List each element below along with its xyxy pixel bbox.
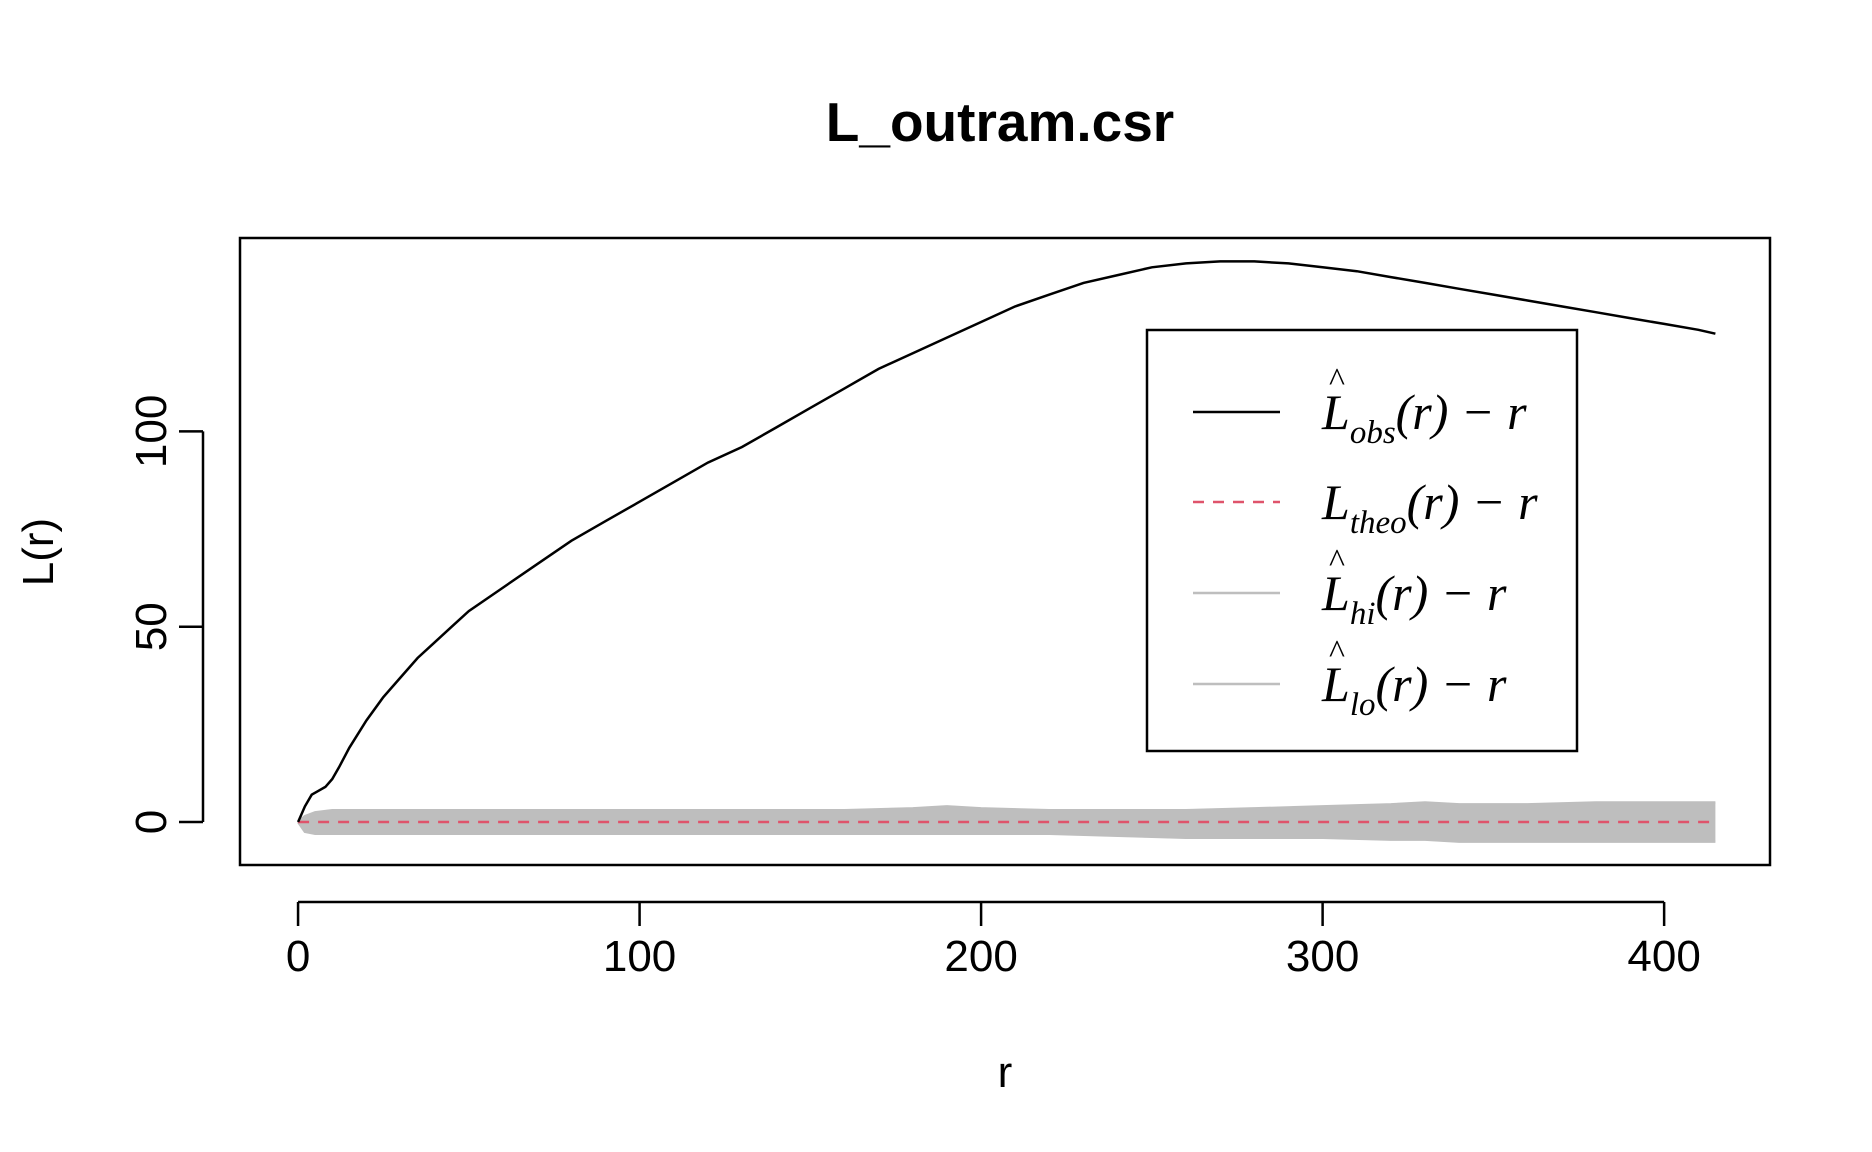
x-tick-label: 100 bbox=[603, 932, 676, 981]
legend-hat-hi: ^ bbox=[1329, 543, 1345, 580]
series-layer bbox=[296, 260, 1716, 843]
legend-hat-lo: ^ bbox=[1329, 634, 1345, 671]
legend-label-theo: Ltheo(r) − r bbox=[1321, 474, 1538, 541]
legend-label-obs: Lobs(r) − r bbox=[1321, 384, 1527, 451]
legend-label-hi: Lhi(r) − r bbox=[1321, 565, 1507, 632]
legend-hat-obs: ^ bbox=[1329, 362, 1345, 399]
y-tick-label: 100 bbox=[127, 395, 176, 468]
chart-title: L_outram.csr bbox=[826, 91, 1174, 153]
x-tick-label: 200 bbox=[944, 932, 1017, 981]
x-tick-label: 400 bbox=[1627, 932, 1700, 981]
y-tick-label: 0 bbox=[127, 810, 176, 834]
y-axis: 0 50 100 bbox=[127, 395, 205, 834]
series-line-lo bbox=[297, 821, 1716, 843]
plot-frame bbox=[238, 236, 1772, 867]
x-axis-label: r bbox=[998, 1048, 1013, 1097]
series-line-hi bbox=[297, 801, 1716, 823]
y-tick-label: 50 bbox=[127, 602, 176, 651]
y-axis-label: L(r) bbox=[14, 518, 63, 586]
x-tick-label: 300 bbox=[1286, 932, 1359, 981]
x-tick-label: 0 bbox=[286, 932, 310, 981]
legend-label-lo: Llo(r) − r bbox=[1321, 656, 1507, 723]
series-line-obs bbox=[296, 260, 1716, 823]
x-axis: 0 100 200 300 400 bbox=[286, 900, 1701, 981]
legend-box bbox=[1145, 328, 1579, 753]
